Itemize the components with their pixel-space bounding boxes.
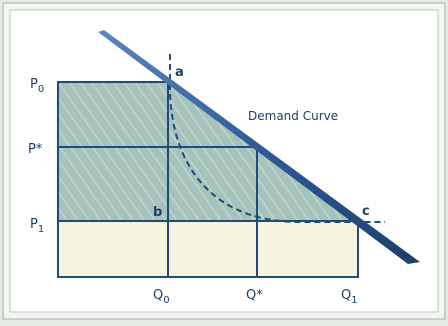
- price-label-p0: P0: [30, 77, 44, 95]
- hatched-region-shade: [58, 82, 358, 221]
- quantity-label-q1-sub: 1: [351, 295, 357, 306]
- quantity-label-q0: Q0: [153, 288, 170, 306]
- demand-curve-line: [98, 30, 420, 264]
- price-label-p0-sub: 0: [38, 84, 44, 95]
- demand-curve-label: Demand Curve: [248, 109, 338, 123]
- hatched-region: [58, 82, 358, 221]
- price-label-p1-main: P: [30, 217, 38, 232]
- price-label-pstar: P*: [28, 142, 43, 157]
- quantity-label-q1-main: Q: [341, 288, 351, 303]
- point-label-b: b: [153, 205, 162, 220]
- quantity-label-q1: Q1: [341, 288, 358, 306]
- dashed-curve: [168, 54, 385, 223]
- quantity-label-qstar: Q*: [246, 288, 263, 303]
- base-rectangle: [58, 221, 358, 277]
- point-label-c: c: [362, 204, 370, 219]
- point-label-a: a: [175, 65, 184, 80]
- price-label-p0-main: P: [30, 77, 38, 92]
- price-label-p1: P1: [30, 217, 44, 235]
- quantity-label-q0-sub: 0: [163, 295, 169, 306]
- price-label-p1-sub: 1: [38, 224, 44, 235]
- rect-p1-q1: [57, 220, 359, 278]
- quantity-label-q0-main: Q: [153, 288, 163, 303]
